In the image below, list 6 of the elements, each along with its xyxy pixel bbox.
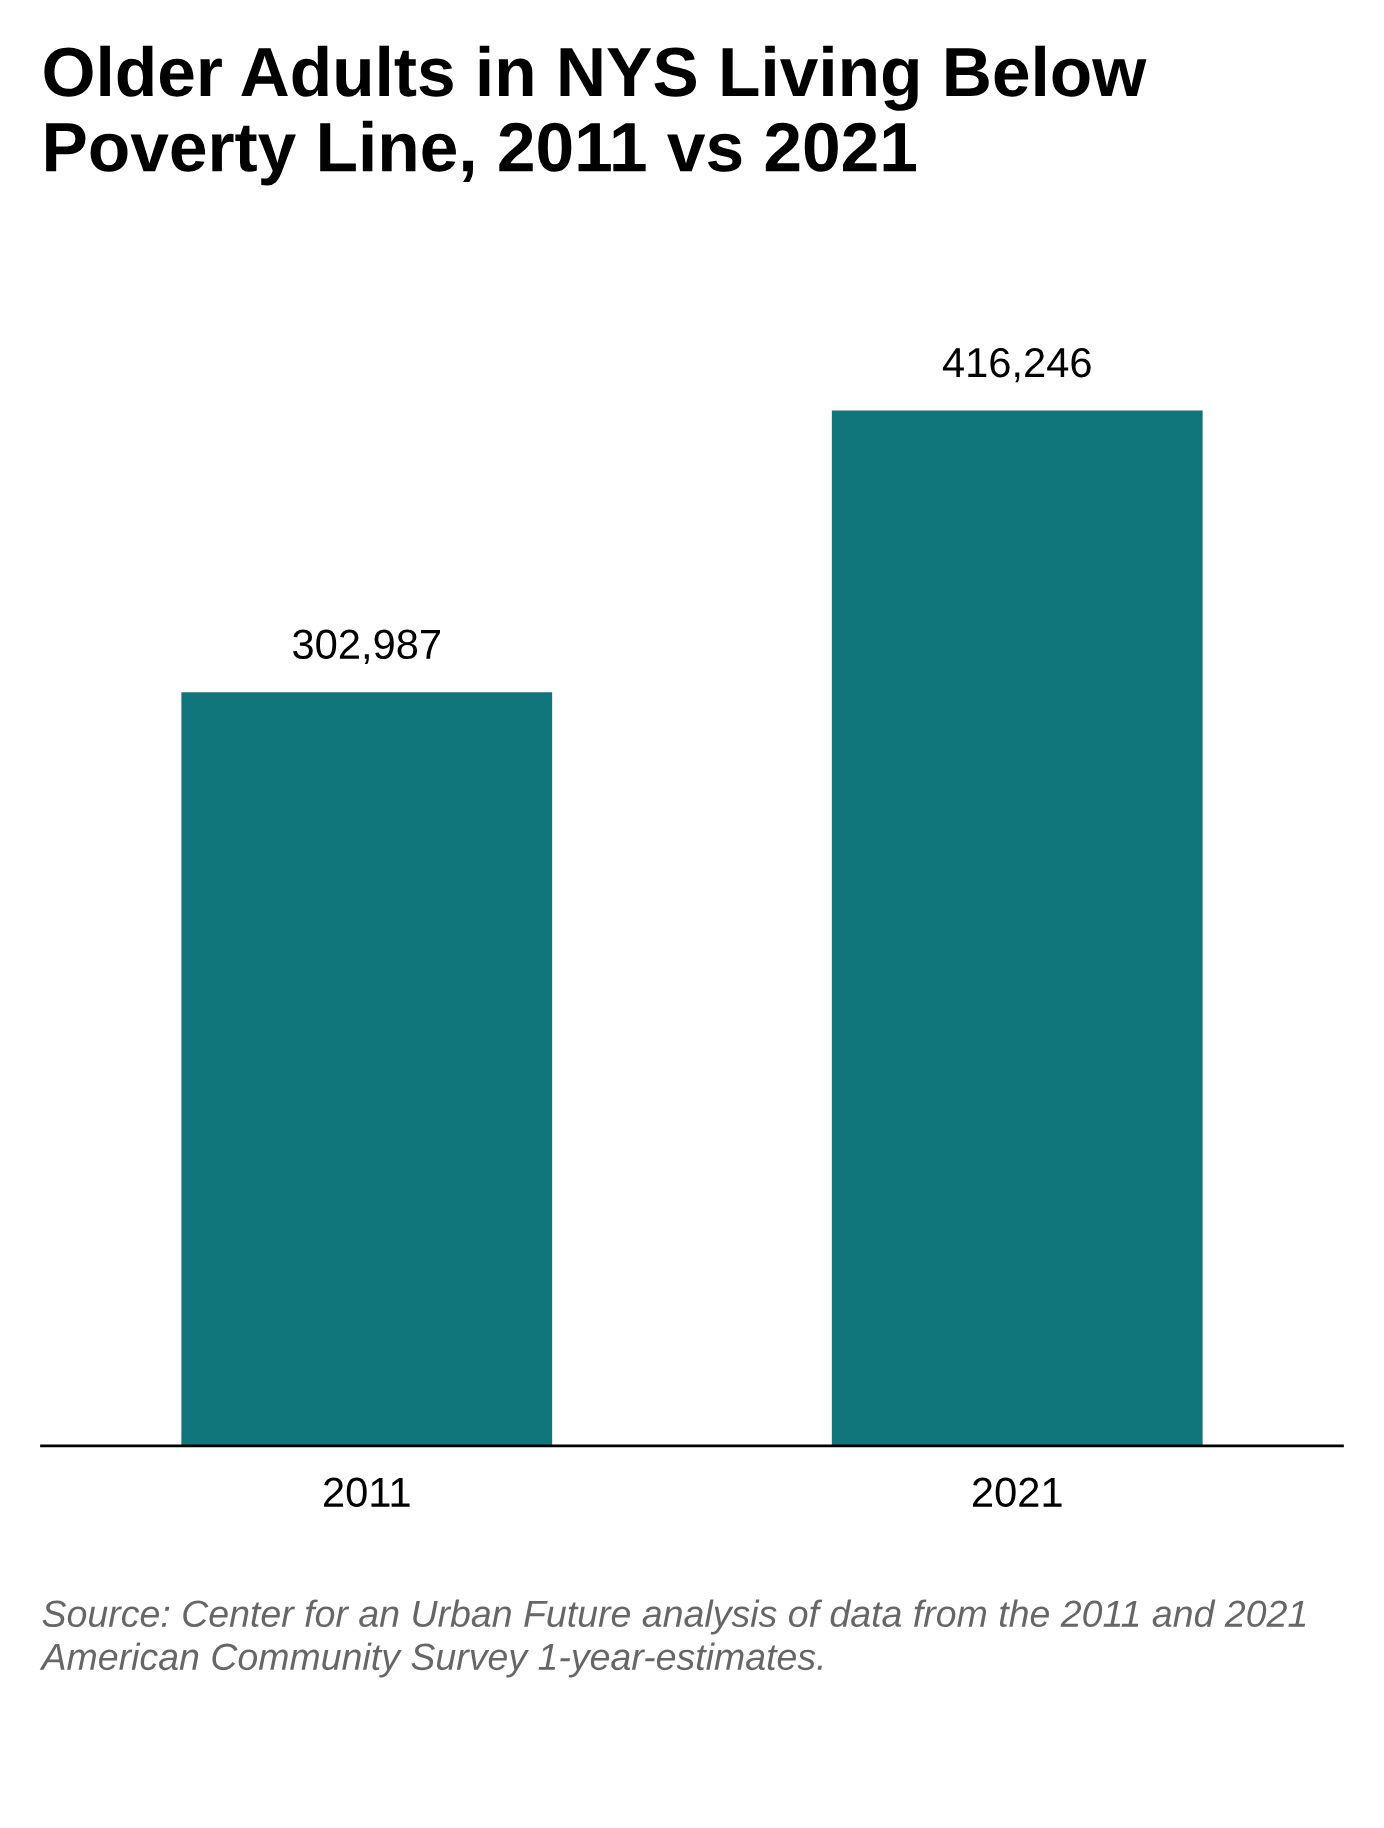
chart-title: Older Adults in NYS Living Below Poverty Line, 2011 vs 2021 bbox=[44, 45, 1147, 186]
source-note: Source: Center for an Urban Future analysis of data from the 2011 and 2021 American Community Survey 1-year-estimates. bbox=[39, 1599, 1306, 1678]
data-label: 416,246 bbox=[942, 347, 1091, 383]
data-label: 302,987 bbox=[293, 629, 440, 665]
x-tick-label: 2011 bbox=[324, 1477, 410, 1508]
x-tick-label: 2021 bbox=[973, 1477, 1062, 1508]
